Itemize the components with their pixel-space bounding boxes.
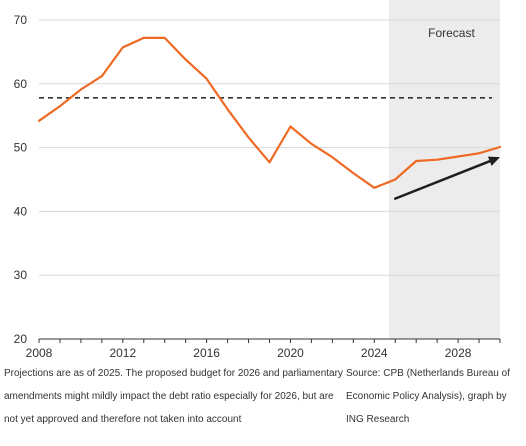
x-tick-label-2016: 2016 xyxy=(193,346,220,360)
footnote-source: Source: CPB (Netherlands Bureau of Econo… xyxy=(346,368,510,425)
footnote-projections: Projections are as of 2025. The proposed… xyxy=(4,368,343,425)
trend-arrow-head xyxy=(487,156,500,166)
x-tick-label-2024: 2024 xyxy=(361,346,388,360)
y-tick-label-40: 40 xyxy=(14,204,28,218)
trend-arrow-shaft xyxy=(393,159,492,200)
y-tick-label-50: 50 xyxy=(14,141,28,155)
y-tick-label-30: 30 xyxy=(14,268,28,282)
x-tick-label-2008: 2008 xyxy=(26,346,53,360)
gridlines xyxy=(39,19,500,276)
y-tick-label-20: 20 xyxy=(14,332,28,346)
x-axis xyxy=(38,338,501,343)
x-tick-label-2028: 2028 xyxy=(445,346,472,360)
x-tick-label-2020: 2020 xyxy=(277,346,304,360)
series-group xyxy=(37,36,502,200)
forecast-label: Forecast xyxy=(428,26,475,40)
x-tick-label-2012: 2012 xyxy=(109,346,136,360)
debt-ratio-chart: Forecast 20 30 40 50 60 70 2008 2012 2016 2020 202… xyxy=(14,0,502,360)
y-tick-label-70: 70 xyxy=(14,13,28,27)
series-line-0 xyxy=(37,36,502,189)
tick-labels: 20 30 40 50 60 70 2008 2012 2016 2020 2024 2028 xyxy=(14,13,472,360)
y-tick-label-60: 60 xyxy=(14,77,28,91)
